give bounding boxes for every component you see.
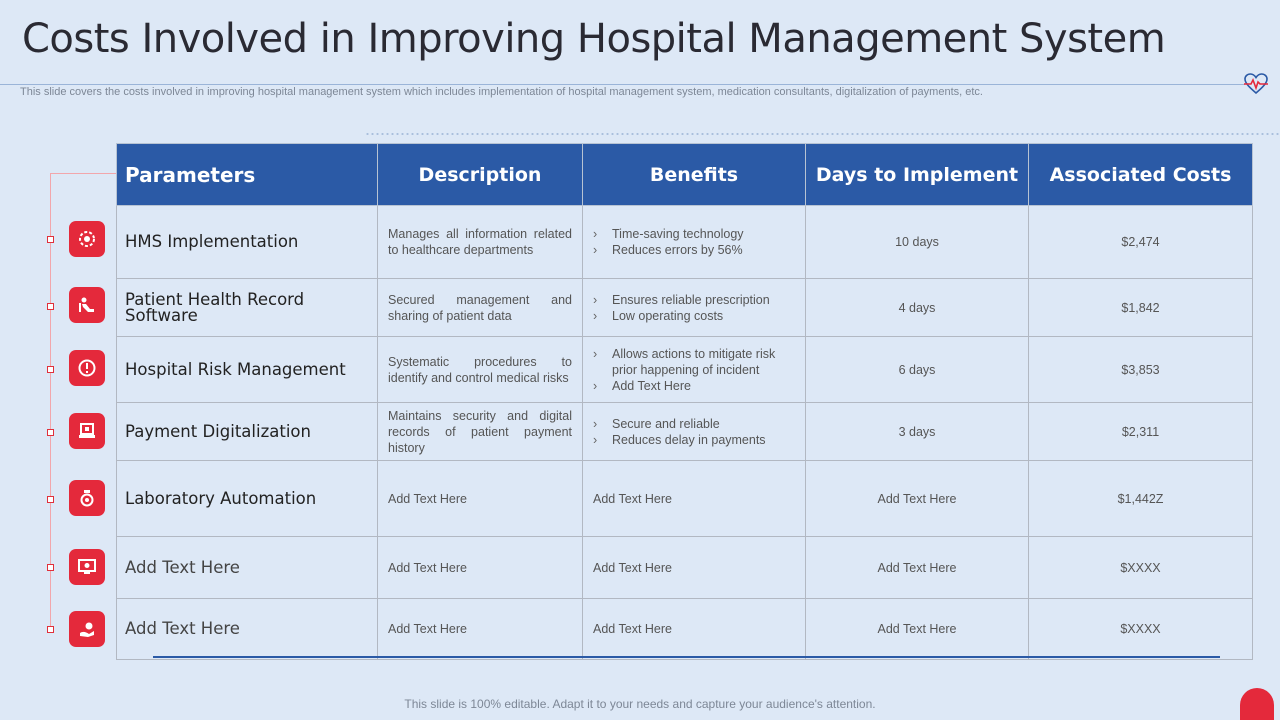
benefits-cell: Add Text Here xyxy=(582,598,806,660)
row-marker xyxy=(47,303,54,310)
care-hand-icon xyxy=(69,611,105,647)
row-marker xyxy=(47,236,54,243)
subtitle: This slide covers the costs involved in … xyxy=(20,86,983,98)
column-header: Benefits xyxy=(582,143,806,206)
days-cell: Add Text Here xyxy=(805,460,1029,537)
benefit-item: › Add Text Here xyxy=(593,378,691,393)
parameter-cell: Laboratory Automation xyxy=(116,460,378,537)
row-marker xyxy=(47,564,54,571)
parameter-cell: Hospital Risk Management xyxy=(116,336,378,403)
cost-cell: $2,311 xyxy=(1028,402,1253,461)
cost-cell: $XXXX xyxy=(1028,598,1253,660)
parameter-cell: HMS Implementation xyxy=(116,205,378,279)
table-row: Hospital Risk Management Systematic proc… xyxy=(116,336,1253,403)
description-cell: Systematic procedures to identify and co… xyxy=(377,336,583,403)
benefits-cell: › Allows actions to mitigate risk prior h… xyxy=(582,336,806,403)
gear-icon xyxy=(69,221,105,257)
benefits-cell: Add Text Here xyxy=(582,536,806,599)
timeline-connector xyxy=(50,173,116,174)
heartbeat-icon xyxy=(1244,73,1268,95)
description-cell: Add Text Here xyxy=(377,598,583,660)
description-cell: Add Text Here xyxy=(377,460,583,537)
column-header: Days to Implement xyxy=(805,143,1029,206)
corner-decoration xyxy=(1240,688,1274,720)
benefit-item: › Reduces errors by 56% xyxy=(593,243,743,257)
days-cell: Add Text Here xyxy=(805,536,1029,599)
title-divider xyxy=(0,84,1245,85)
timeline-spine xyxy=(50,173,51,630)
monitor-icon xyxy=(69,549,105,585)
benefit-item: › Allows actions to mitigate risk prior h… xyxy=(593,346,776,377)
column-header: Parameters xyxy=(116,143,378,206)
table-header-row: Parameters Description Benefits Days to … xyxy=(116,143,1253,206)
parameter-cell: Patient Health Record Software xyxy=(116,278,378,337)
benefits-cell: Add Text Here xyxy=(582,460,806,537)
cost-cell: $XXXX xyxy=(1028,536,1253,599)
page-title: Costs Involved in Improving Hospital Man… xyxy=(22,16,1166,62)
days-cell: 6 days xyxy=(805,336,1029,403)
parameter-cell: Payment Digitalization xyxy=(116,402,378,461)
row-marker xyxy=(47,626,54,633)
benefit-item: › Time-saving technology xyxy=(593,227,744,241)
parameter-cell: Add Text Here xyxy=(116,536,378,599)
row-marker xyxy=(47,496,54,503)
parameter-cell: Add Text Here xyxy=(116,598,378,660)
table-row: Payment Digitalization Maintains securit… xyxy=(116,402,1253,461)
cost-cell: $1,442Z xyxy=(1028,460,1253,537)
table-row: Patient Health Record Software Secured m… xyxy=(116,278,1253,337)
description-cell: Add Text Here xyxy=(377,536,583,599)
description-cell: Secured management and sharing of patien… xyxy=(377,278,583,337)
benefits-cell: › Ensures reliable prescription › Low oper… xyxy=(582,278,806,337)
days-cell: 4 days xyxy=(805,278,1029,337)
row-marker xyxy=(47,366,54,373)
days-cell: 10 days xyxy=(805,205,1029,279)
table-row: Add Text Here Add Text Here Add Text Her… xyxy=(116,536,1253,599)
table-bottom-accent xyxy=(153,656,1220,658)
patient-bed-icon xyxy=(69,287,105,323)
benefits-cell: › Time-saving technology › Reduces errors … xyxy=(582,205,806,279)
cost-cell: $2,474 xyxy=(1028,205,1253,279)
risk-shield-icon xyxy=(69,350,105,386)
payment-laptop-icon xyxy=(69,413,105,449)
benefits-cell: › Secure and reliable › Reduces delay in p… xyxy=(582,402,806,461)
benefit-item: › Secure and reliable xyxy=(593,416,720,431)
cost-cell: $1,842 xyxy=(1028,278,1253,337)
benefit-item: › Low operating costs xyxy=(593,308,724,323)
benefit-item: › Ensures reliable prescription xyxy=(593,292,770,307)
column-header: Associated Costs xyxy=(1028,143,1253,206)
column-header: Description xyxy=(377,143,583,206)
cost-cell: $3,853 xyxy=(1028,336,1253,403)
costs-table: Parameters Description Benefits Days to … xyxy=(116,143,1253,660)
row-marker xyxy=(47,429,54,436)
description-cell: Maintains security and digital records o… xyxy=(377,402,583,461)
benefit-item: › Reduces delay in payments xyxy=(593,432,766,447)
days-cell: 3 days xyxy=(805,402,1029,461)
dotted-divider xyxy=(365,133,1280,135)
table-row: Add Text Here Add Text Here Add Text Her… xyxy=(116,598,1253,660)
days-cell: Add Text Here xyxy=(805,598,1029,660)
lab-flask-icon xyxy=(69,480,105,516)
description-cell: Manages all information related to healt… xyxy=(377,205,583,279)
footer-note: This slide is 100% editable. Adapt it to… xyxy=(404,697,876,711)
table-row: Laboratory Automation Add Text Here Add … xyxy=(116,460,1253,537)
table-row: HMS Implementation Manages all informati… xyxy=(116,205,1253,279)
